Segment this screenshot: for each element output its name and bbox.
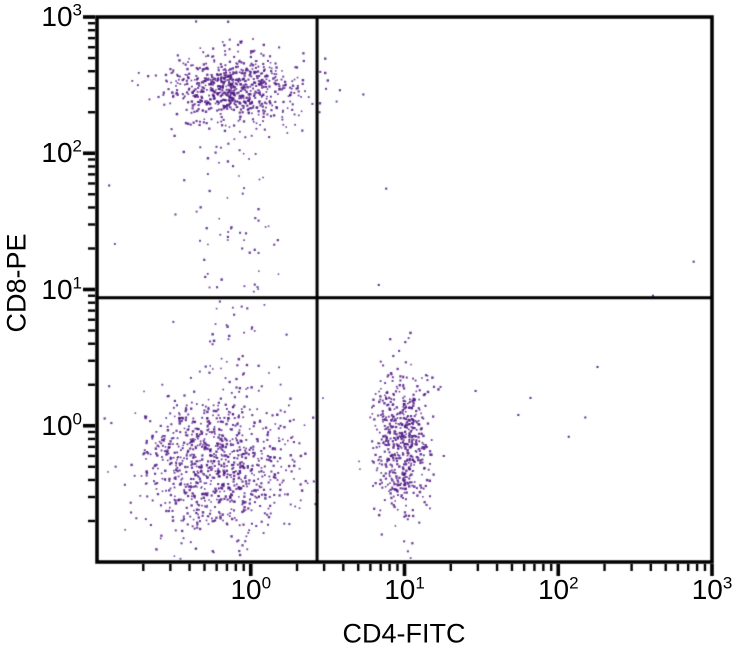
x-tick-label-10e1: 101 [384, 573, 425, 605]
y-tick-label-10e2: 102 [41, 136, 82, 169]
x-tick-label-10e2: 102 [537, 573, 579, 605]
y-axis-label: CD8-PE [1, 233, 32, 333]
y-tick-label-10e0: 100 [41, 409, 82, 441]
x-tick-label-10e0: 100 [230, 573, 272, 605]
x-tick-label-10e3: 103 [691, 573, 733, 605]
x-axis-label: CD4-FITC [342, 618, 466, 649]
y-tick-label-10e3: 103 [41, 0, 82, 32]
y-tick-label-10e1: 101 [41, 273, 82, 305]
